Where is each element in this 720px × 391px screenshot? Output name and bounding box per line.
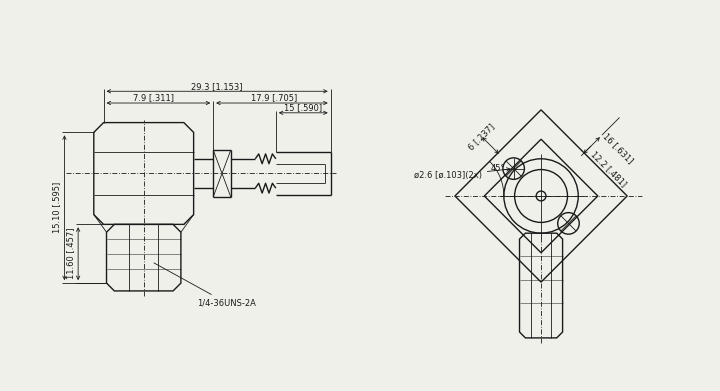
Text: 7.9 [.311]: 7.9 [.311] [133, 93, 174, 102]
Text: 12.2 [.481]: 12.2 [.481] [589, 149, 628, 188]
Text: 15.10 [.595]: 15.10 [.595] [53, 182, 61, 233]
Text: 6 [.237]: 6 [.237] [467, 122, 496, 151]
Text: 29.3 [1.153]: 29.3 [1.153] [192, 82, 243, 91]
Text: ø2.6 [ø.103](2x): ø2.6 [ø.103](2x) [414, 168, 510, 180]
Text: 1/4-36UNS-2A: 1/4-36UNS-2A [154, 263, 256, 308]
Text: 45°: 45° [490, 164, 505, 173]
Text: 11.60 [.457]: 11.60 [.457] [66, 228, 75, 280]
Text: 17.9 [.705]: 17.9 [.705] [251, 93, 297, 102]
Text: 16 [.631]: 16 [.631] [601, 131, 635, 165]
Text: 15 [.590]: 15 [.590] [284, 103, 323, 112]
